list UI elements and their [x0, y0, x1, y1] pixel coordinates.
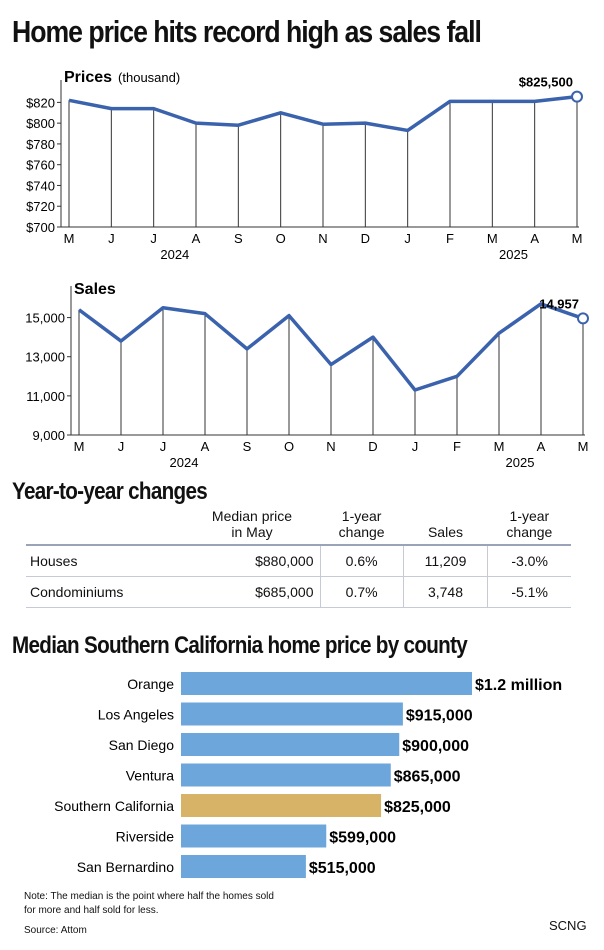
yoy-header-sales: Sales	[403, 506, 488, 546]
bar-category-label: Los Angeles	[98, 707, 174, 723]
yoy-header-median: Median price in May	[184, 506, 321, 546]
row-label: Houses	[26, 545, 184, 577]
y-tick-label: 13,000	[25, 350, 65, 365]
x-tick-label: J	[160, 439, 167, 454]
bar-value-label: $865,000	[394, 769, 461, 786]
bar	[181, 763, 391, 787]
y-tick-label: $760	[26, 158, 55, 173]
yoy-header-blank	[26, 506, 184, 546]
bar-category-label: Ventura	[126, 768, 174, 784]
row-label: Condominiums	[26, 576, 184, 608]
y-tick-label: $720	[26, 199, 55, 214]
y-tick-label: $800	[26, 116, 55, 131]
bar	[181, 702, 403, 726]
year-label: 2024	[170, 455, 199, 470]
bar	[181, 733, 400, 756]
sales-change-cell: -3.0%	[487, 545, 571, 577]
x-tick-label: S	[243, 439, 252, 454]
bar	[181, 672, 472, 695]
bar	[181, 855, 306, 878]
x-tick-label: J	[404, 231, 411, 246]
yoy-title: Year-to-year changes	[12, 478, 208, 505]
x-tick-label: O	[284, 439, 294, 454]
y-tick-label: 15,000	[25, 311, 65, 326]
x-tick-label: N	[326, 439, 335, 454]
x-tick-label: M	[572, 231, 583, 246]
x-tick-label: D	[368, 439, 377, 454]
median-price-cell: $685,000	[184, 576, 321, 608]
source-line: Source: Attom	[24, 925, 87, 936]
x-tick-label: O	[276, 231, 286, 246]
yoy-header-sales-change: 1-year change	[487, 506, 571, 546]
y-tick-label: 9,000	[32, 428, 65, 443]
yoy-header-price-change: 1-year change	[320, 506, 404, 546]
bar-category-label: Orange	[127, 676, 174, 692]
bar-value-label: $825,000	[384, 799, 451, 816]
endpoint-label: 14,957	[539, 296, 579, 311]
table-row: Houses $880,000 0.6% 11,209 -3.0%	[26, 545, 571, 577]
x-tick-label: A	[192, 231, 201, 246]
x-tick-label: S	[234, 231, 243, 246]
bar-category-label: San Diego	[109, 737, 175, 753]
x-tick-label: J	[150, 231, 157, 246]
year-label: 2025	[499, 247, 528, 262]
footnote: Note: The median is the point where half…	[24, 891, 274, 916]
sales-chart: Sales 9,000 11,000 13,000 15,000 M J J A S O N D J F M A…	[25, 281, 589, 470]
yoy-header-row: Median price in May 1-year change Sales 1-…	[26, 506, 571, 546]
endpoint-marker	[577, 312, 589, 325]
chart-title: Sales	[74, 281, 116, 298]
headline: Home price hits record high as sales fal…	[12, 14, 482, 49]
bar-value-label: $900,000	[402, 738, 469, 755]
bar-category-label: Southern California	[54, 798, 174, 814]
year-label: 2025	[506, 455, 535, 470]
x-tick-label: D	[361, 231, 370, 246]
bar-value-label: $599,000	[329, 830, 396, 847]
x-tick-label: A	[537, 439, 546, 454]
bar	[181, 824, 327, 848]
endpoint-marker	[571, 90, 583, 103]
x-tick-label: J	[118, 439, 125, 454]
x-tick-label: F	[453, 439, 461, 454]
x-tick-label: M	[64, 231, 75, 246]
x-tick-label: A	[201, 439, 210, 454]
series-line	[77, 302, 584, 392]
chart-title: Prices (thousand)	[64, 69, 180, 86]
x-tick-label: J	[108, 231, 115, 246]
bar-value-label: $515,000	[309, 860, 376, 877]
table-row: Condominiums $685,000 0.7% 3,748 -5.1%	[26, 576, 571, 608]
sales-cell: 11,209	[402, 545, 488, 577]
y-tick-label: $700	[26, 220, 55, 235]
x-tick-label: M	[578, 439, 589, 454]
price-change-cell: 0.6%	[319, 545, 404, 577]
price-change-cell: 0.7%	[319, 576, 404, 608]
bar-value-label: $1.2 million	[475, 677, 562, 694]
bar	[181, 794, 382, 817]
x-tick-label: M	[494, 439, 505, 454]
endpoint-label: $825,500	[519, 75, 573, 90]
sales-change-cell: -5.1%	[487, 576, 571, 608]
bar-category-label: San Bernardino	[77, 859, 175, 875]
bar-value-label: $915,000	[406, 708, 473, 725]
y-tick-label: 11,000	[26, 389, 65, 404]
x-tick-label: F	[446, 231, 454, 246]
yoy-table: Median price in May 1-year change Sales 1-…	[26, 506, 571, 608]
year-label: 2024	[160, 247, 189, 262]
sales-cell: 3,748	[402, 576, 488, 608]
x-tick-label: M	[74, 439, 85, 454]
x-tick-label: N	[318, 231, 327, 246]
county-chart-title: Median Southern California home price by…	[12, 632, 468, 659]
median-price-cell: $880,000	[184, 545, 321, 577]
x-tick-label: M	[487, 231, 498, 246]
y-tick-label: $820	[26, 95, 55, 110]
x-tick-label: J	[412, 439, 419, 454]
bar-category-label: Riverside	[116, 829, 175, 845]
credit: SCNG	[549, 918, 587, 933]
price-chart: Prices (thousand) $700 $720 $740 $760 $780 $800…	[26, 69, 583, 262]
y-tick-label: $780	[26, 137, 55, 152]
county-chart: Orange $1.2 million Los Angeles $915,000 San…	[54, 672, 562, 878]
y-tick-label: $740	[26, 178, 55, 193]
series-line	[68, 94, 578, 133]
x-tick-label: A	[530, 231, 539, 246]
